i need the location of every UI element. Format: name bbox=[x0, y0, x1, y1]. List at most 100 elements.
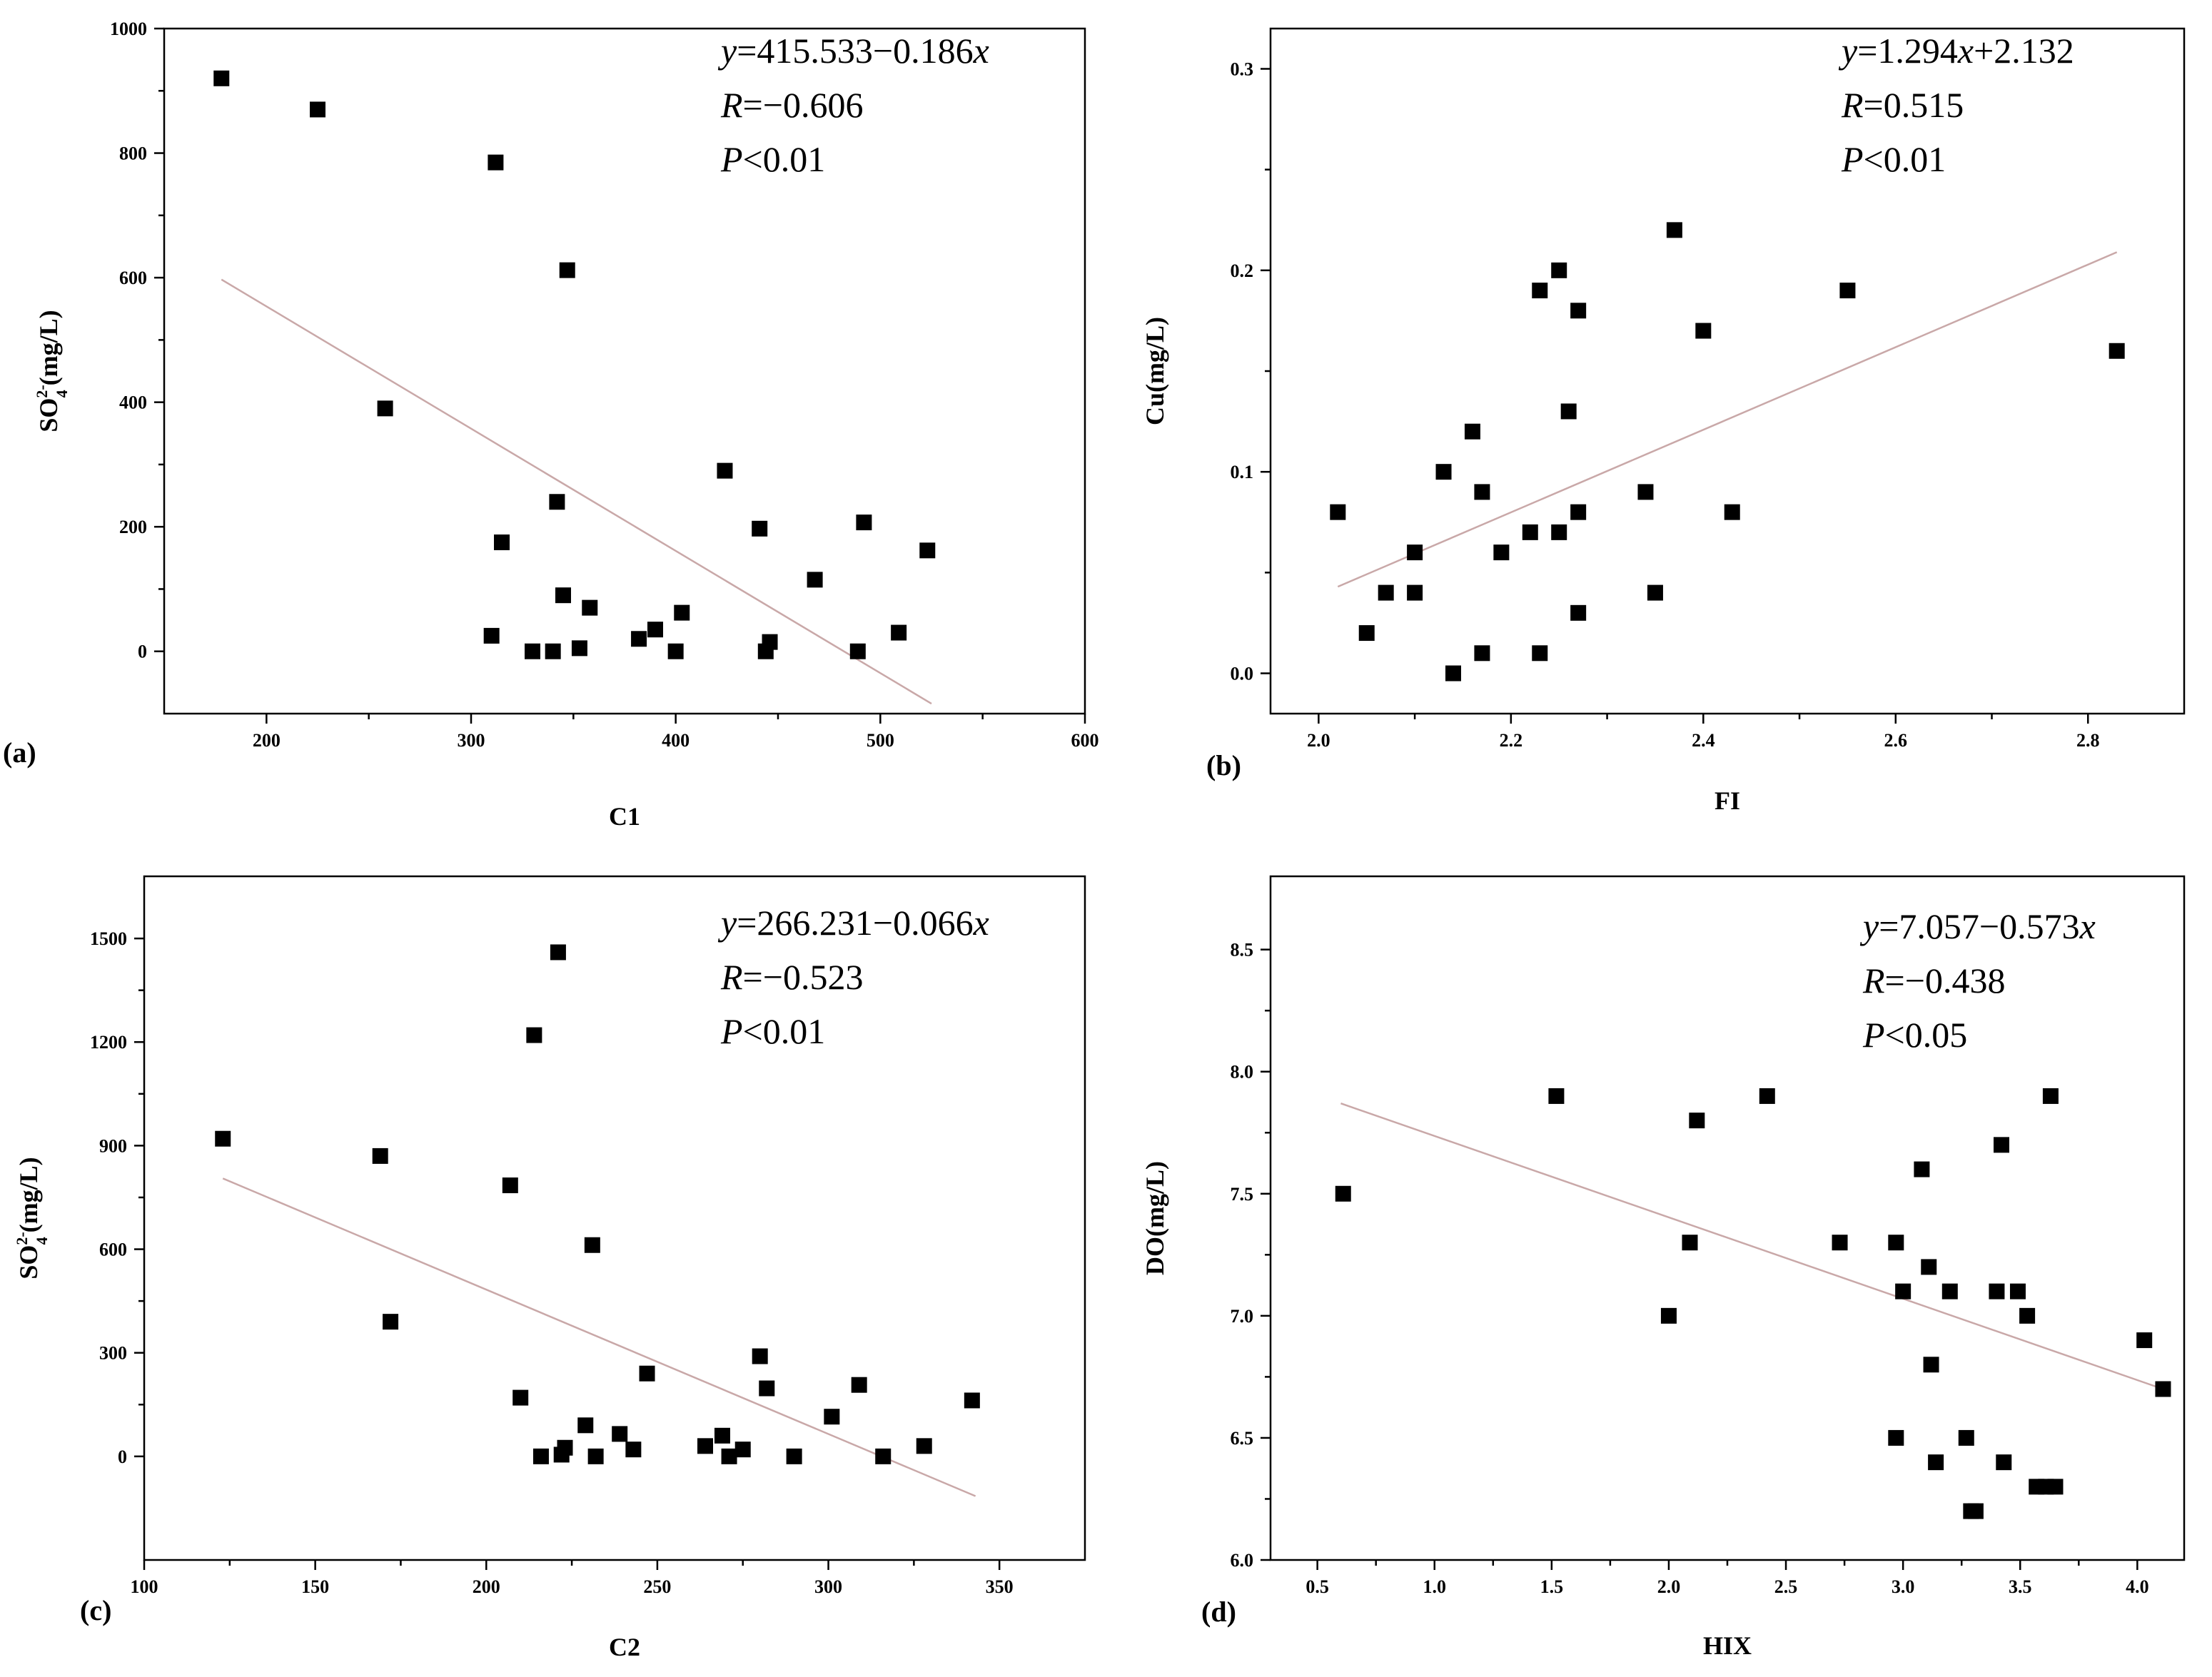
x-tick-label-d: 4.0 bbox=[2126, 1576, 2149, 1597]
y-tick-label-c: 0 bbox=[118, 1447, 127, 1467]
data-point-d bbox=[1967, 1503, 1984, 1519]
data-point-b bbox=[1474, 484, 1490, 500]
data-point-b bbox=[1358, 625, 1375, 642]
x-tick-label-b: 2.6 bbox=[1884, 730, 1908, 751]
equation-line-1-d: y=7.057−0.573x bbox=[1859, 906, 2096, 946]
data-point-d bbox=[1895, 1283, 1911, 1299]
data-point-c bbox=[512, 1389, 529, 1406]
x-axis-label-d: HIX bbox=[1703, 1631, 1752, 1660]
data-point-a bbox=[582, 599, 598, 616]
x-tick-label-d: 3.0 bbox=[1892, 1576, 1915, 1597]
panel-label-a: (a) bbox=[3, 736, 36, 769]
data-point-a bbox=[213, 70, 230, 86]
data-point-b bbox=[1839, 283, 1856, 299]
data-point-d bbox=[1923, 1357, 1939, 1373]
x-tick-label-d: 1.5 bbox=[1540, 1576, 1564, 1597]
chart-panel-d: 0.5 1.0 1.5 2.0 2.5 3.0 3.5 4.0 6.0 6.5 7.0 7.5 8.0 8… bbox=[1141, 875, 2186, 1660]
data-point-b bbox=[1570, 504, 1587, 520]
data-point-b bbox=[1445, 665, 1461, 682]
data-point-d bbox=[1335, 1185, 1351, 1202]
x-tick-label-d: 0.5 bbox=[1306, 1576, 1329, 1597]
data-point-c bbox=[587, 1448, 604, 1464]
data-point-a bbox=[488, 154, 504, 171]
data-point-a bbox=[647, 622, 663, 638]
x-tick-label-d: 1.0 bbox=[1423, 1576, 1446, 1597]
data-point-b bbox=[1407, 584, 1423, 601]
data-point-a bbox=[856, 515, 872, 531]
equation-line-3-d: P<0.05 bbox=[1862, 1015, 1967, 1055]
data-point-a bbox=[891, 624, 907, 641]
x-tick-label-c: 300 bbox=[814, 1576, 842, 1597]
data-point-b bbox=[1695, 323, 1712, 339]
data-point-c bbox=[215, 1130, 231, 1147]
y-tick-label-a: 400 bbox=[119, 392, 147, 413]
data-point-d bbox=[1832, 1235, 1848, 1251]
data-point-a bbox=[762, 634, 778, 650]
data-point-d bbox=[1994, 1137, 2009, 1153]
data-point-c bbox=[372, 1147, 388, 1164]
data-point-c bbox=[639, 1365, 655, 1382]
equation-line-1-c: y=266.231−0.066x bbox=[717, 903, 989, 943]
y-tick-label-b: 0.3 bbox=[1231, 59, 1254, 79]
panel-label-c: (c) bbox=[80, 1594, 111, 1626]
data-point-d bbox=[1888, 1429, 1904, 1446]
data-point-d bbox=[1941, 1283, 1958, 1299]
data-point-a bbox=[807, 572, 823, 588]
data-point-c bbox=[752, 1348, 768, 1364]
data-point-b bbox=[1647, 584, 1663, 601]
x-tick-label-c: 350 bbox=[986, 1576, 1014, 1597]
x-axis-label-b: FI bbox=[1714, 786, 1740, 815]
data-point-b bbox=[1435, 464, 1452, 480]
chart-panel-c: 100 150 200 250 300 350 0 300 600 900 1200 1500 C2 SO… bbox=[13, 875, 1086, 1661]
data-point-c bbox=[714, 1427, 730, 1444]
y-axis-label-c: SO2- 4(mg/L) bbox=[13, 1157, 51, 1279]
panel-label-b: (b) bbox=[1206, 749, 1241, 781]
data-point-a bbox=[494, 534, 510, 550]
data-point-b bbox=[1551, 524, 1567, 540]
x-tick-label-a: 500 bbox=[867, 730, 894, 751]
plot-frame-b bbox=[1269, 27, 2186, 715]
x-tick-label-a: 600 bbox=[1071, 730, 1099, 751]
y-tick-label-a: 800 bbox=[119, 143, 147, 164]
data-point-d bbox=[2136, 1332, 2153, 1349]
x-tick-label-b: 2.4 bbox=[1692, 730, 1715, 751]
fit-line-a bbox=[221, 278, 932, 705]
data-point-c bbox=[577, 1417, 594, 1434]
data-point-a bbox=[559, 262, 575, 278]
data-point-b bbox=[1474, 645, 1490, 662]
data-point-d bbox=[1660, 1307, 1677, 1324]
data-point-a bbox=[555, 587, 571, 604]
data-point-c bbox=[625, 1442, 642, 1458]
y-tick-label-d: 7.0 bbox=[1231, 1306, 1254, 1327]
data-point-d bbox=[2047, 1479, 2064, 1495]
plot-frame-a bbox=[163, 27, 1086, 715]
data-point-d bbox=[2155, 1381, 2171, 1397]
x-tick-label-d: 3.5 bbox=[2009, 1576, 2032, 1597]
data-point-c bbox=[875, 1448, 892, 1464]
data-point-b bbox=[1637, 484, 1654, 500]
data-point-c bbox=[786, 1448, 802, 1464]
data-point-c bbox=[584, 1237, 600, 1253]
data-point-c bbox=[383, 1314, 399, 1330]
data-point-a bbox=[549, 494, 565, 510]
y-tick-label-a: 600 bbox=[119, 268, 147, 288]
data-point-a bbox=[483, 627, 500, 644]
data-point-d bbox=[1682, 1235, 1698, 1251]
x-tick-label-a: 300 bbox=[458, 730, 485, 751]
equation-line-2-c: R=−0.523 bbox=[720, 957, 863, 997]
x-tick-label-a: 200 bbox=[253, 730, 281, 751]
data-point-d bbox=[1928, 1454, 1944, 1471]
y-tick-label-a: 200 bbox=[119, 517, 147, 537]
equation-line-2-b: R=0.515 bbox=[1841, 85, 1964, 125]
data-point-c bbox=[502, 1177, 518, 1194]
x-tick-label-b: 2.2 bbox=[1500, 730, 1523, 751]
y-tick-label-b: 0.2 bbox=[1231, 260, 1254, 281]
data-point-a bbox=[674, 604, 690, 621]
data-point-a bbox=[667, 643, 684, 659]
data-point-d bbox=[2019, 1307, 2036, 1324]
y-tick-label-c: 1500 bbox=[90, 928, 127, 949]
data-point-a bbox=[377, 400, 393, 417]
y-tick-label-d: 6.5 bbox=[1231, 1428, 1254, 1449]
data-point-c bbox=[759, 1380, 775, 1397]
